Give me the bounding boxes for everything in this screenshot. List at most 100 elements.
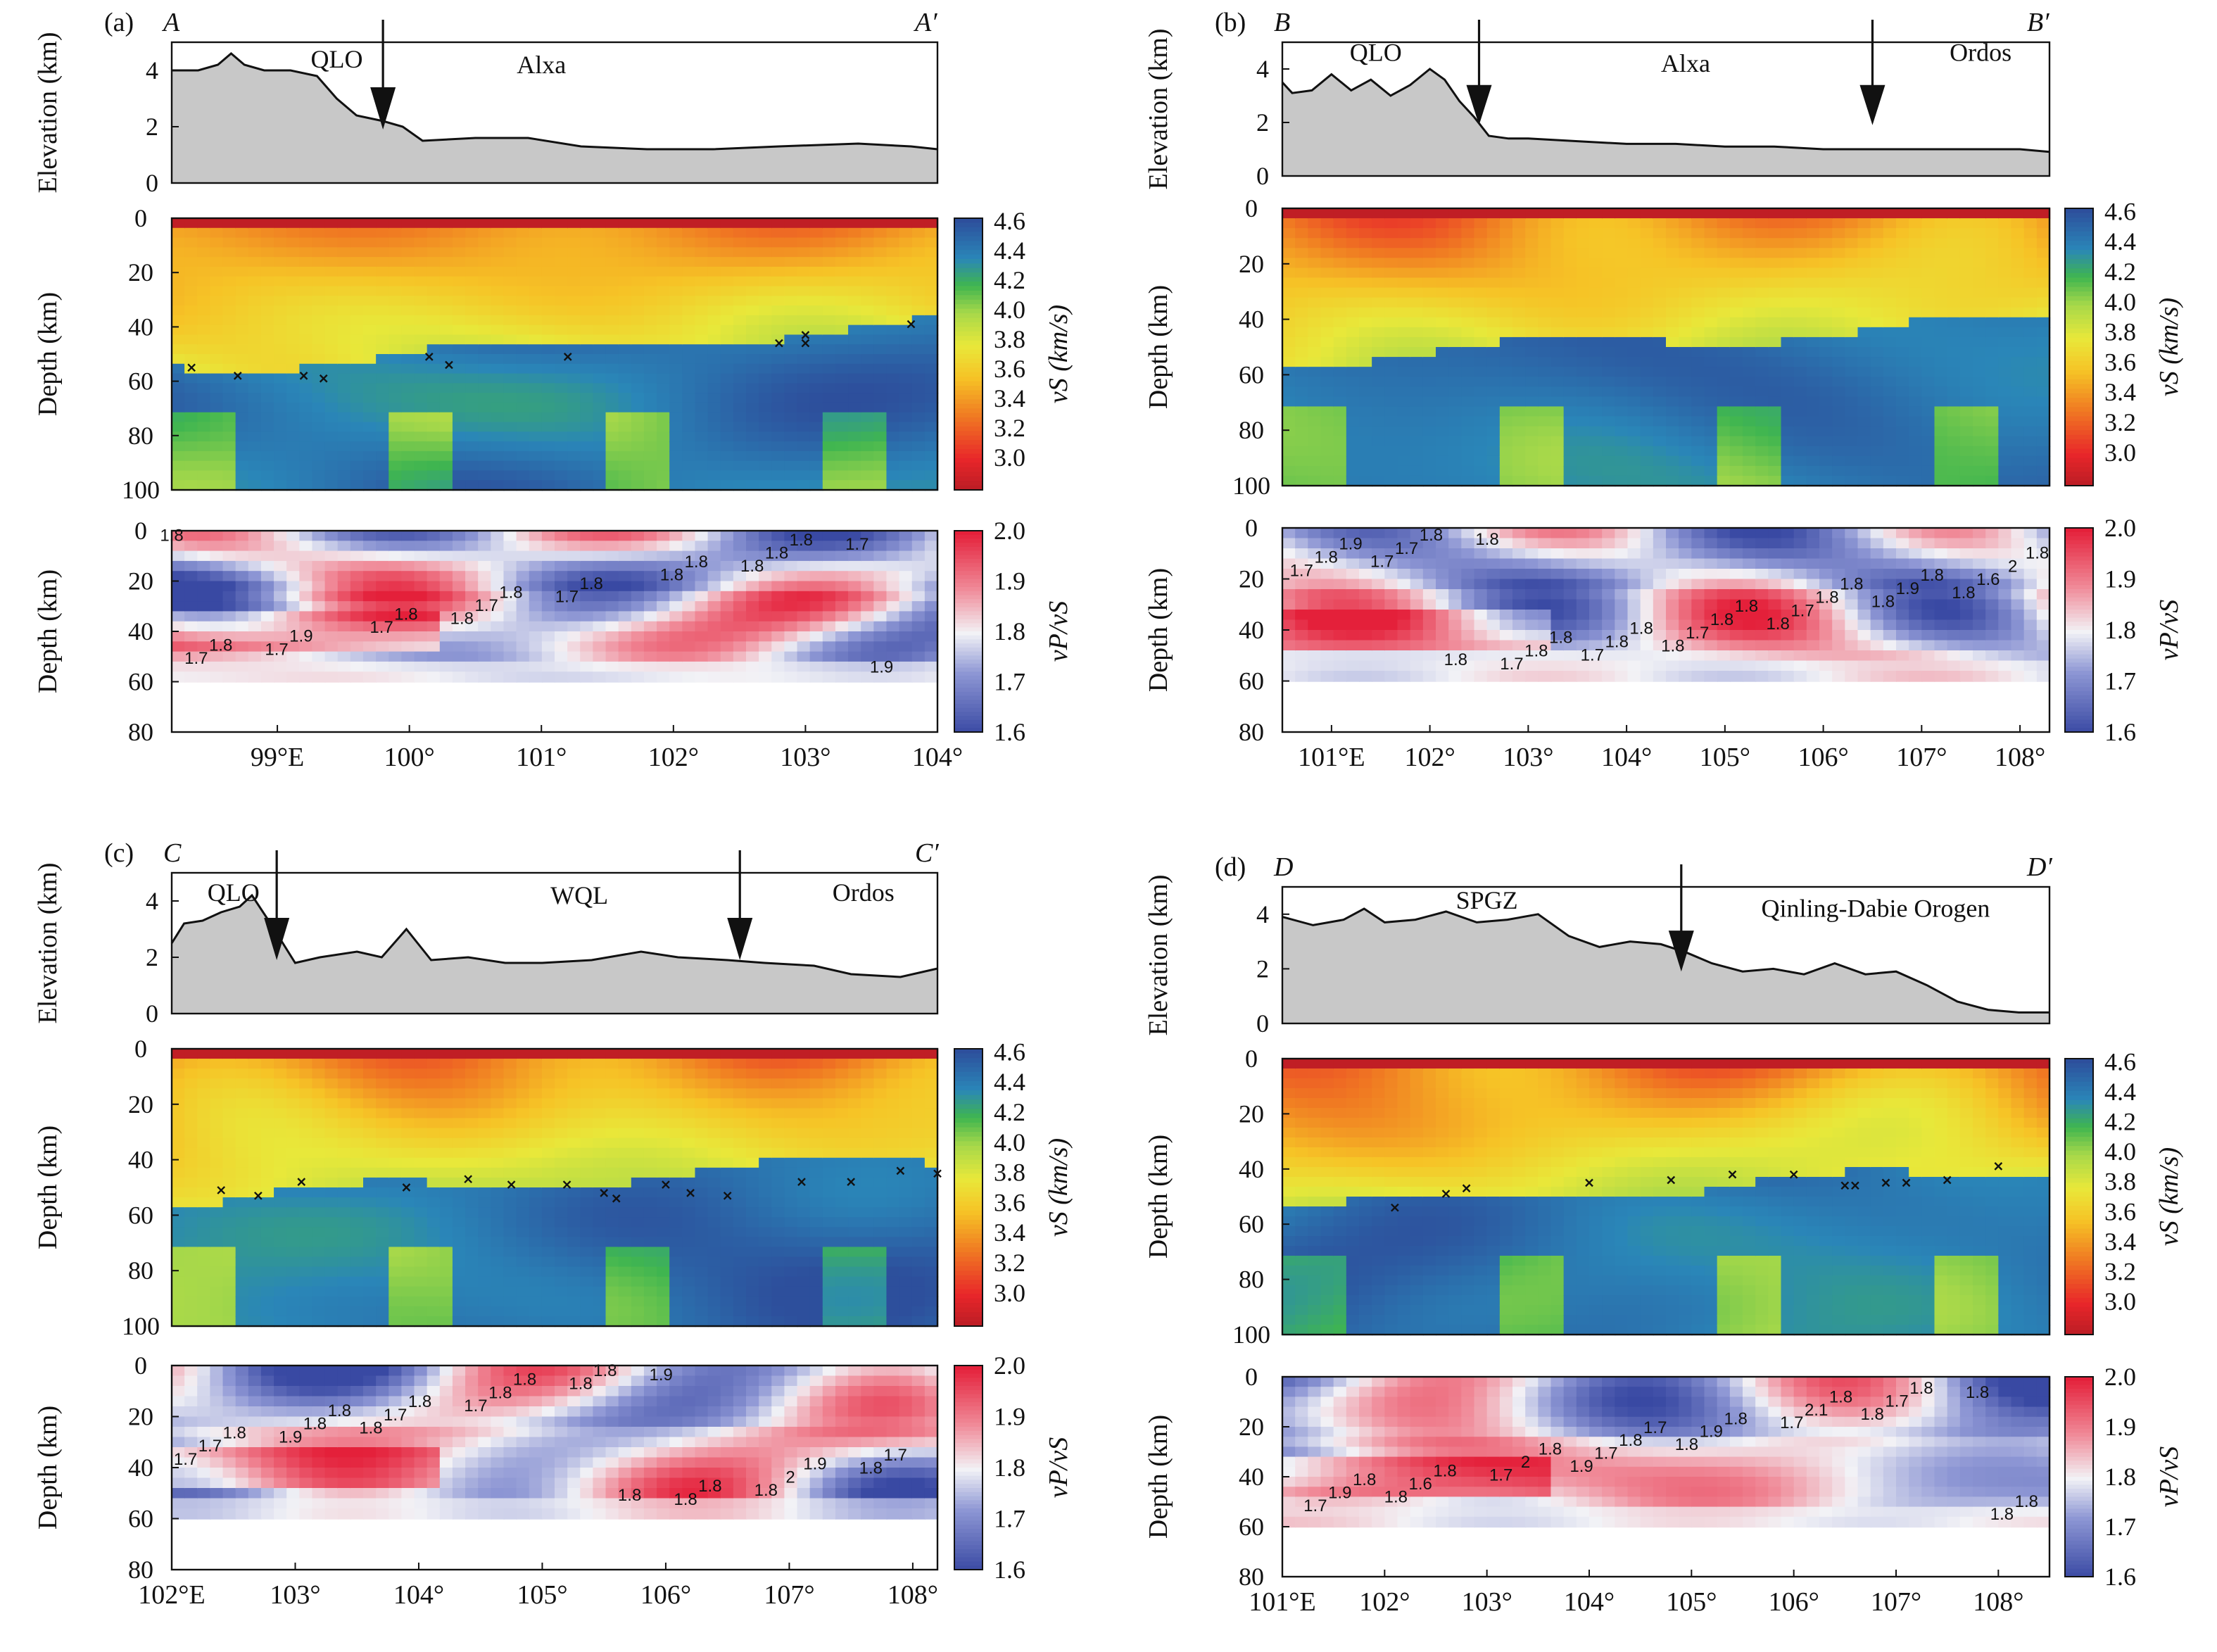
- vs-cell: [580, 237, 594, 248]
- vpvs-cell: [337, 560, 352, 572]
- vs-cell: [2011, 238, 2025, 249]
- vpvs-cell: [1320, 589, 1334, 600]
- vpvs-cell: [797, 651, 811, 663]
- vpvs-cell: [260, 631, 275, 643]
- vs-cell: [235, 363, 249, 374]
- vs-cell: [363, 315, 377, 326]
- vs-cell: [1947, 317, 1962, 329]
- vs-colorbar-cell: [2065, 250, 2093, 256]
- vs-cell: [1422, 327, 1437, 339]
- vs-cell: [835, 315, 849, 326]
- vpvs-cell: [759, 611, 773, 622]
- elevation-ylabel: Elevation (km): [1144, 29, 1173, 190]
- vs-cell: [555, 450, 569, 462]
- contour-label: 1.7: [555, 588, 579, 607]
- vs-cell: [350, 296, 365, 307]
- vpvs-cell: [567, 611, 581, 622]
- vs-cell: [1563, 396, 1578, 408]
- vs-cell: [172, 315, 186, 326]
- vs-cell: [1743, 396, 1757, 408]
- vs-cell: [1320, 218, 1334, 229]
- vs-cell: [822, 431, 837, 443]
- vs-cell: [1691, 208, 1705, 220]
- vs-cell: [886, 344, 900, 355]
- vpvs-cell: [222, 651, 236, 663]
- vs-colorbar-tick: 3.4: [2104, 378, 2136, 406]
- vs-cell: [414, 218, 428, 229]
- vs-colorbar-tick: 4.4: [994, 237, 1025, 265]
- vs-cell: [222, 266, 236, 277]
- vs-cell: [746, 393, 760, 404]
- vs-cell: [1436, 396, 1450, 408]
- vs-cell: [1934, 465, 1948, 477]
- vpvs-cell: [809, 560, 823, 572]
- vpvs-cell: [631, 550, 645, 562]
- vs-cell: [1679, 228, 1693, 239]
- vs-cell: [389, 450, 403, 462]
- vs-cell: [1845, 208, 1859, 220]
- vs-cell: [1909, 426, 1923, 437]
- vs-cell: [1372, 336, 1386, 348]
- vs-cell: [312, 237, 326, 248]
- vs-cell: [389, 412, 403, 423]
- vs-cell: [286, 305, 301, 317]
- vs-cell: [771, 422, 785, 433]
- vs-cell: [873, 383, 888, 394]
- vs-cell: [1845, 386, 1859, 398]
- vs-cell: [733, 286, 747, 297]
- vs-cell: [720, 363, 735, 374]
- vs-cell: [2023, 455, 2038, 467]
- vs-cell: [733, 218, 747, 229]
- vs-cell: [746, 373, 760, 384]
- vpvs-cell: [1474, 671, 1488, 682]
- vs-cell: [1384, 347, 1398, 358]
- vs-cell: [1998, 446, 2012, 457]
- vs-cell: [1973, 416, 1987, 427]
- vs-cell: [1781, 446, 1795, 457]
- vs-cell: [376, 402, 390, 413]
- vs-cell: [1372, 307, 1386, 318]
- vs-cell: [172, 412, 186, 423]
- contour-label: 1.8: [765, 543, 788, 562]
- vs-cell: [324, 431, 339, 443]
- vs-cell: [1550, 436, 1565, 447]
- vpvs-cell: [465, 641, 479, 652]
- vs-cell: [1959, 386, 1974, 398]
- vs-cell: [2011, 267, 2025, 279]
- vs-cell: [1486, 386, 1501, 398]
- vs-cell: [1755, 297, 1769, 308]
- vs-cell: [784, 480, 798, 491]
- vpvs-cell: [541, 621, 556, 633]
- vs-cell: [1819, 327, 1833, 339]
- vs-cell: [465, 373, 479, 384]
- vs-cell: [1806, 248, 1821, 259]
- vpvs-cell: [1422, 619, 1437, 631]
- vpvs-cell: [312, 621, 326, 633]
- vs-cell: [439, 363, 454, 374]
- vs-cell: [1576, 297, 1591, 308]
- vs-cell: [1870, 287, 1885, 298]
- vs-cell: [1883, 317, 1897, 329]
- vs-cell: [1793, 455, 1808, 467]
- vs-colorbar-cell: [954, 372, 983, 378]
- vs-cell: [873, 480, 888, 491]
- vs-cell: [2023, 436, 2038, 447]
- vpvs-cell: [1538, 610, 1552, 621]
- vpvs-cell: [172, 601, 186, 612]
- vs-cell: [605, 344, 619, 355]
- vpvs-cell: [924, 631, 939, 643]
- vpvs-cell: [1422, 660, 1437, 672]
- vpvs-cell: [1333, 589, 1348, 600]
- vs-cell: [1448, 327, 1463, 339]
- vs-cell: [1717, 436, 1731, 447]
- vpvs-cell: [465, 631, 479, 643]
- vs-cell: [172, 257, 186, 268]
- vs-cell: [1985, 436, 2000, 447]
- vs-cell: [1499, 396, 1514, 408]
- vpvs-cell: [1397, 579, 1411, 591]
- vs-cell: [1359, 446, 1373, 457]
- vpvs-cell: [669, 671, 683, 683]
- vs-cell: [911, 315, 926, 326]
- vs-cell: [1998, 317, 2012, 329]
- vs-cell: [1627, 426, 1641, 437]
